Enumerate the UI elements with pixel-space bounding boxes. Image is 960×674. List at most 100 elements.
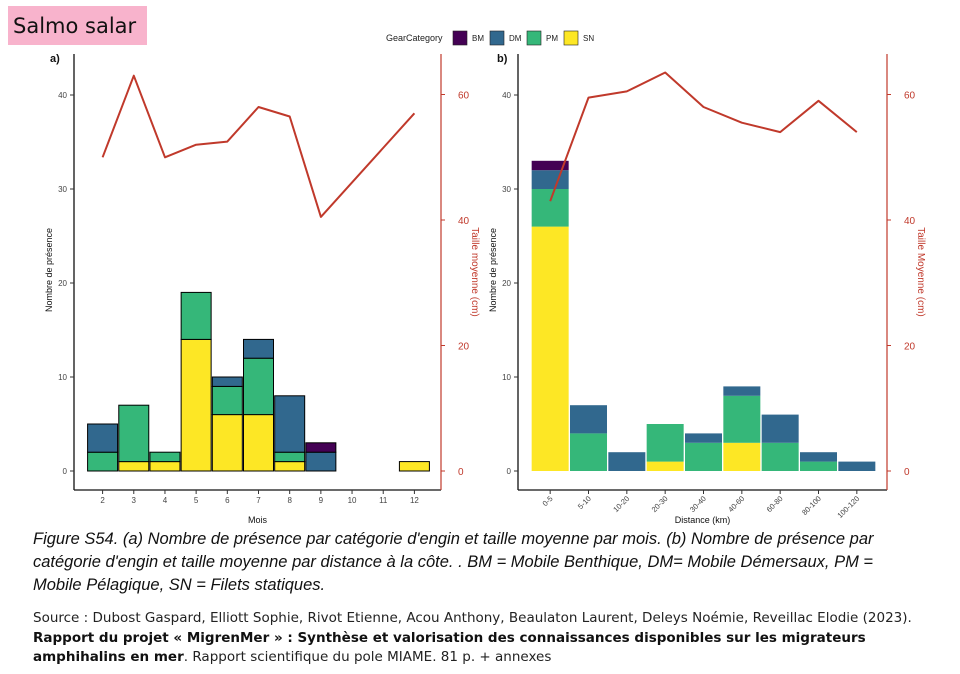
legend-swatch-pm — [526, 30, 542, 46]
panel-a-xtick-label-9: 9 — [319, 496, 324, 505]
panel-b-xtick-label-0-5: 0-5 — [541, 494, 555, 508]
panel-b-y2tick-label-40: 40 — [904, 216, 916, 227]
panel-b-bar-sn-20-30 — [646, 461, 684, 471]
panel-b-bar-sn-40-60 — [723, 442, 761, 471]
panel-b-xlabel: Distance (km) — [675, 515, 731, 525]
panel-b-xtick-label-5-10: 5-10 — [576, 494, 593, 511]
charts-figure: GearCategory BM DM PM SNa)0102030400204060No… — [44, 30, 926, 525]
legend-title: GearCategory — [386, 33, 443, 43]
legend-label-bm: BM — [472, 34, 484, 43]
legend-label-pm: PM — [546, 34, 558, 43]
panel-a-y2tick-label-0: 0 — [458, 467, 464, 478]
panel-b-xtick-label-60-80: 60-80 — [765, 494, 785, 514]
panel-a-bar-dm-7 — [243, 338, 274, 359]
panel-a-bar-pm-2 — [87, 451, 119, 472]
legend-label-dm: DM — [509, 34, 522, 43]
panel-a-bar-pm-3 — [118, 404, 150, 463]
panel-a-bar-sn-5 — [180, 338, 212, 472]
panel-b-y2tick-label-60: 60 — [904, 91, 916, 102]
panel-a-xtick-label-12: 12 — [410, 496, 419, 505]
panel-a-y2tick-label-20: 20 — [458, 342, 470, 353]
panel-b-xtick-label-100-120: 100-120 — [835, 494, 861, 520]
panel-a-xtick-label-7: 7 — [256, 496, 261, 505]
panel-b-ytick-label-10: 10 — [502, 373, 511, 382]
panel-a-bar-pm-7 — [243, 357, 274, 416]
panel-a-ytick-label-10: 10 — [58, 373, 67, 382]
panel-a-y2label: Taille moyenne (cm) — [469, 227, 480, 316]
panel-b-bar-dm-5-10 — [570, 405, 607, 434]
panel-b-bar-dm-0-5 — [531, 170, 569, 189]
panel-b-bar-dm-30-40 — [685, 433, 722, 443]
panel-a-ytick-label-20: 20 — [58, 279, 67, 288]
panel-b-bar-dm-10-20 — [608, 452, 646, 471]
species-label-text: Salmo salar — [13, 13, 137, 38]
panel-a-xtick-label-2: 2 — [100, 496, 105, 505]
source-authors: Dubost Gaspard, Elliott Sophie, Rivot Et… — [92, 610, 912, 626]
panel-b-bar-sn-0-5 — [531, 226, 569, 471]
panel-a-xtick-label-4: 4 — [163, 496, 168, 505]
panel-b-bar-dm-80-100 — [800, 452, 837, 462]
panel-a-xtick-label-5: 5 — [194, 496, 199, 505]
panel-b-ytick-label-20: 20 — [502, 279, 511, 288]
panel-b-ytick-label-40: 40 — [502, 91, 511, 100]
panel-a-bar-sn-12 — [398, 461, 430, 472]
legend-swatch-bm — [452, 30, 468, 46]
panel-a-xtick-label-8: 8 — [287, 496, 292, 505]
panel-b-y2tick-label-20: 20 — [904, 342, 916, 353]
panel-a-bar-dm-8 — [274, 395, 306, 453]
panel-b-line-series — [549, 71, 858, 202]
panel-a-ytick-label-30: 30 — [58, 185, 67, 194]
panel-b-bar-pm-60-80 — [761, 442, 799, 471]
panel-b-bar-pm-40-60 — [723, 395, 761, 443]
panel-a-bar-dm-2 — [87, 423, 119, 453]
panel-a-xtick-label-11: 11 — [379, 496, 388, 505]
panel-b-bar-bm-0-5 — [531, 160, 569, 171]
panel-a-xlabel: Mois — [248, 515, 268, 525]
panel-a-ytick-label-40: 40 — [58, 91, 67, 100]
panel-a-bar-dm-9 — [305, 451, 337, 472]
source-suffix: . Rapport scientifique du pole MIAME. 81… — [183, 649, 552, 665]
panel-a-y2tick-label-60: 60 — [458, 91, 470, 102]
panel-b-xtick-label-80-100: 80-100 — [800, 494, 823, 517]
panel-b-bar-dm-40-60 — [723, 386, 761, 396]
panel-a-bar-sn-4 — [149, 461, 181, 472]
panel-a-label: a) — [50, 53, 60, 65]
panel-a-bar-pm-8 — [274, 451, 306, 463]
panel-b-xtick-label-20-30: 20-30 — [650, 494, 670, 514]
panel-a-bar-sn-6 — [211, 414, 243, 472]
panel-a-xtick-label-6: 6 — [225, 496, 230, 505]
panel-a-ytick-label-0: 0 — [63, 467, 68, 476]
legend-label-sn: SN — [583, 34, 594, 43]
caption-text: Figure S54. (a) Nombre de présence par c… — [33, 530, 874, 594]
panel-b-ytick-label-0: 0 — [507, 467, 512, 476]
panel-b-bar-pm-20-30 — [646, 424, 684, 462]
source-citation: Source : Dubost Gaspard, Elliott Sophie,… — [33, 609, 933, 668]
legend-swatch-sn — [563, 30, 579, 46]
panel-a-ylabel: Nombre de présence — [44, 228, 54, 312]
panel-b-xtick-label-30-40: 30-40 — [688, 494, 708, 514]
panel-b-bar-pm-0-5 — [531, 189, 569, 227]
panel-a-bar-sn-7 — [243, 414, 274, 472]
panel-b-ylabel: Nombre de présence — [488, 228, 498, 312]
panel-b-bar-dm-60-80 — [761, 414, 799, 443]
panel-a-bar-sn-3 — [118, 461, 150, 472]
panel-a-xtick-label-3: 3 — [132, 496, 137, 505]
source-prefix: Source : — [33, 610, 93, 626]
panel-a-y2tick-label-40: 40 — [458, 216, 470, 227]
legend-swatch-dm — [489, 30, 505, 46]
panel-a-bar-pm-6 — [211, 385, 243, 416]
panel-b-ytick-label-30: 30 — [502, 185, 511, 194]
figure-caption: Figure S54. (a) Nombre de présence par c… — [33, 528, 913, 597]
panel-b-bar-pm-80-100 — [800, 461, 837, 471]
panel-b-y2label: Taille Moyenne (cm) — [915, 227, 926, 316]
panel-b-xtick-label-10-20: 10-20 — [611, 494, 631, 514]
panel-b-bar-dm-100-120 — [838, 461, 876, 471]
panel-b-y2tick-label-0: 0 — [904, 467, 910, 478]
panel-a-bar-pm-5 — [180, 291, 212, 340]
panel-b-label: b) — [497, 53, 508, 65]
panel-a-bar-bm-9 — [305, 442, 337, 453]
panel-a-bar-sn-8 — [274, 461, 306, 472]
panel-b-xtick-label-40-60: 40-60 — [726, 494, 746, 514]
panel-a-line-series — [101, 74, 416, 218]
panel-a-xtick-label-10: 10 — [348, 496, 357, 505]
